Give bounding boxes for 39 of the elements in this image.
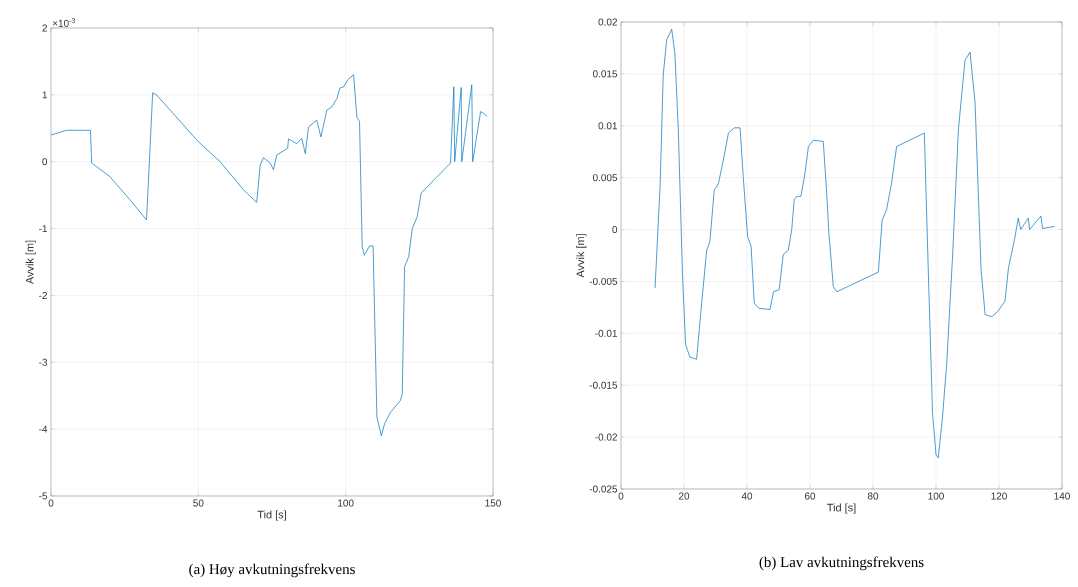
- y-tick-label: 0: [612, 226, 618, 234]
- text: (b) Lav avkutningsfrekvens: [759, 556, 924, 571]
- x-tick-label: 150: [485, 499, 501, 507]
- y-axis-title: Avvik [m]: [576, 234, 587, 278]
- y-tick-label: -4: [39, 425, 48, 433]
- x-tick-label: 20: [678, 492, 690, 500]
- line-series: [50, 74, 488, 437]
- x-tick-label: 80: [867, 492, 879, 500]
- y-axis-title: Avvik [m]: [25, 240, 36, 285]
- y-tick-label: 0.005: [592, 174, 618, 182]
- x-tick-label: 40: [741, 492, 753, 500]
- y-tick-label: -0.005: [589, 277, 618, 285]
- y-tick-label: -0.015: [589, 381, 618, 389]
- x-tick-label: 0: [48, 499, 54, 507]
- x-tick-label: 100: [928, 492, 944, 500]
- x-axis-title: Tid [s]: [257, 510, 286, 521]
- text: (a) Høy avkutningsfrekvens: [189, 563, 355, 578]
- y-tick-label: 0.02: [598, 18, 617, 26]
- y-tick-label: -2: [39, 291, 47, 299]
- x-tick-label: 0: [618, 492, 624, 500]
- x-tick-label: 120: [991, 492, 1007, 500]
- y-tick-label: 1: [42, 91, 48, 99]
- x-tick-label: 140: [1054, 492, 1070, 500]
- y-tick-label: 0.015: [592, 70, 618, 78]
- y-tick-label: -5: [39, 492, 48, 500]
- y-tick-label: -1: [39, 225, 48, 232]
- y-tick-label: 0: [42, 158, 48, 166]
- x-tick-label: 60: [804, 492, 816, 500]
- text: ×10$^{-3}$: [52, 18, 75, 27]
- y-tick-label: 2: [42, 24, 47, 32]
- y-tick-label: -0.025: [589, 485, 618, 493]
- y-tick-label: -3: [39, 358, 48, 366]
- line-series: [654, 28, 1055, 459]
- x-axis-title: Tid [s]: [827, 503, 856, 514]
- y-tick-label: -0.02: [595, 433, 617, 441]
- x-tick-label: 50: [193, 499, 204, 507]
- y-tick-label: 0.01: [598, 122, 618, 130]
- y-tick-label: -0.01: [595, 329, 618, 337]
- x-tick-label: 100: [338, 499, 354, 507]
